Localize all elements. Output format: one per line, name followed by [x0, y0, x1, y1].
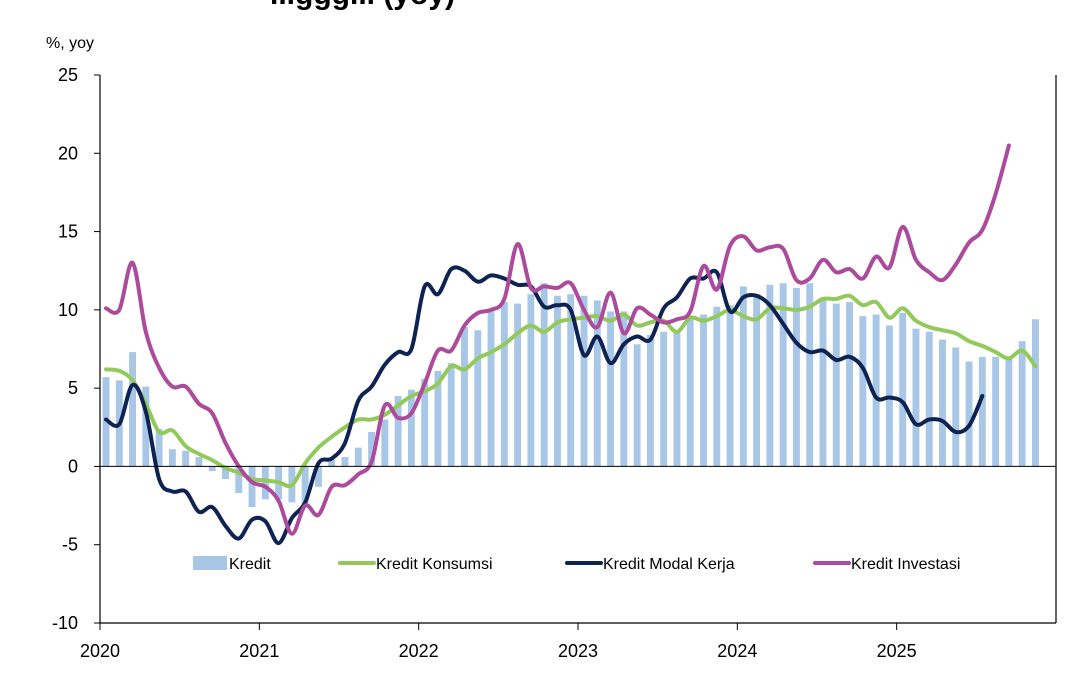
kredit-bar: [341, 457, 349, 467]
kredit-bar: [142, 386, 150, 467]
kredit-bar: [766, 284, 774, 467]
y-tick-label: 0: [68, 456, 78, 476]
kredit-bar: [182, 450, 190, 467]
kredit-bar: [235, 466, 243, 494]
kredit-bar: [328, 460, 336, 467]
kredit-bar: [700, 314, 707, 467]
kredit-bar: [912, 328, 920, 467]
modal-kerja-line: [104, 265, 985, 546]
kredit-bar: [1031, 319, 1039, 467]
y-tick-label: 20: [58, 143, 78, 163]
kredit-bar: [633, 344, 641, 467]
kredit-bar: [514, 303, 522, 467]
kredit-bar: [129, 352, 137, 467]
kredit-bar: [899, 312, 907, 467]
kredit-bar: [461, 327, 468, 467]
x-tick-label: 2022: [399, 641, 439, 661]
kredit-bar: [713, 306, 721, 467]
kredit-bar: [819, 297, 827, 467]
kredit-bar: [792, 287, 800, 467]
legend-kredit-konsumsi-label: Kredit Konsumsi: [376, 556, 493, 573]
x-tick-label: 2021: [239, 641, 279, 661]
investasi-line: [104, 143, 1011, 536]
x-tick-label: 2023: [558, 641, 598, 661]
kredit-bar: [394, 395, 402, 467]
kredit-bar: [978, 356, 986, 467]
kredit-bar: [421, 378, 429, 467]
kredit-bar: [580, 295, 588, 467]
kredit-bar: [155, 428, 163, 467]
kredit-bar: [553, 295, 561, 467]
kredit-bar: [646, 334, 654, 467]
kredit-bar: [381, 419, 389, 467]
kredit-bar: [447, 363, 455, 467]
y-axis-label: %, yoy: [46, 35, 94, 52]
kredit-bar: [925, 331, 933, 467]
kredit-bar: [939, 339, 946, 467]
kredit-bars: [102, 283, 1039, 508]
kredit-bar: [248, 466, 256, 508]
kredit-bar: [500, 302, 508, 467]
x-tick-label: 2025: [877, 641, 917, 661]
konsumsi-line: [104, 293, 1038, 489]
legend-kredit-modal-kerja-label: Kredit Modal Kerja: [603, 556, 735, 573]
kredit-bar: [673, 330, 681, 467]
kredit-bar: [407, 389, 415, 467]
y-tick-label: 10: [58, 300, 78, 320]
kredit-bar: [368, 431, 376, 467]
kredit-bar: [434, 370, 442, 467]
kredit-bar: [806, 283, 814, 467]
legend: Kredit Kredit Konsumsi Kredit Modal Kerja K…: [193, 556, 960, 573]
x-tick-label: 2020: [80, 641, 120, 661]
kredit-bar: [779, 283, 787, 467]
legend-kredit-label: Kredit: [229, 556, 271, 573]
y-tick-label: 15: [58, 222, 78, 242]
kredit-bar: [540, 283, 548, 467]
kredit-bar: [208, 466, 216, 472]
kredit-bar: [846, 302, 854, 467]
kredit-bar: [726, 305, 734, 467]
kredit-bar: [607, 311, 615, 467]
kredit-bar: [753, 294, 761, 467]
kredit-bar: [739, 286, 747, 467]
series-lines: [104, 143, 1038, 546]
y-tick-label: -10: [52, 613, 78, 633]
kredit-bar: [474, 330, 482, 467]
kredit-bar: [314, 466, 322, 487]
kredit-bar: [301, 466, 309, 505]
kredit-bar: [222, 466, 229, 479]
legend-kredit-investasi-label: Kredit Investasi: [851, 556, 960, 573]
kredit-bar: [487, 308, 495, 467]
kredit-bar: [992, 356, 1000, 467]
chart-title-fragment: ...ggg... (yoy): [270, 0, 455, 11]
kredit-bar: [859, 316, 867, 467]
kredit-bar: [168, 449, 176, 467]
y-tick-label: -5: [62, 535, 78, 555]
kredit-bar: [354, 447, 362, 467]
kredit-bar: [1005, 356, 1013, 467]
kredit-bar: [261, 466, 269, 500]
kredit-bar: [660, 331, 668, 467]
x-tick-label: 2024: [717, 641, 757, 661]
kredit-bar: [593, 300, 601, 467]
legend-kredit-swatch: [193, 556, 227, 570]
kredit-bar: [527, 294, 535, 467]
kredit-bar: [832, 303, 840, 467]
y-tick-label: 5: [68, 378, 78, 398]
kredit-bar: [965, 361, 973, 467]
y-tick-label: 25: [58, 65, 78, 85]
kredit-bar: [952, 347, 960, 467]
kredit-bar: [620, 311, 628, 467]
kredit-bar: [686, 319, 694, 467]
kredit-bar: [1018, 341, 1026, 467]
kredit-bar: [872, 314, 880, 467]
kredit-bar: [567, 294, 575, 467]
kredit-bar: [195, 457, 203, 467]
